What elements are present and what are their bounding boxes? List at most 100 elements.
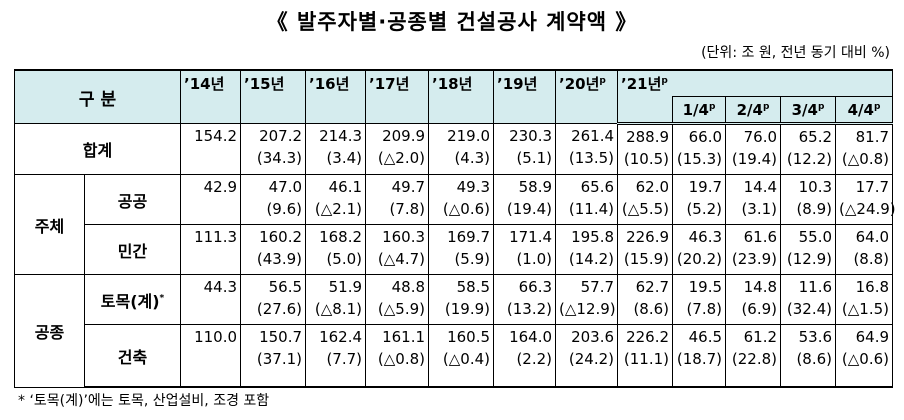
value: 160.2 (259, 228, 303, 246)
data-cell: 53.6 (8.6) (780, 324, 837, 388)
data-cell: 14.8 (6.9) (725, 274, 782, 325)
data-cell: 61.2 (22.8) (725, 324, 782, 388)
change: (43.9) (256, 250, 303, 268)
quarter-header: 2/4p (725, 96, 782, 125)
value: 49.7 (391, 178, 426, 196)
header-sup: p (708, 101, 716, 112)
data-cell: 48.8 (△5.9) (365, 274, 430, 325)
value: 66.3 (518, 278, 553, 296)
change: (△0.6) (841, 350, 890, 368)
change: (12.9) (786, 250, 833, 268)
data-cell: 81.7 (△0.8) (835, 123, 894, 175)
total-label: 합계 (13, 123, 182, 175)
row: 합계 154.2 207.2 (34.3) 214.3 (3.4) 209.9 (△2.0) 2… (13, 123, 894, 175)
change: (△0.8) (377, 350, 426, 368)
change: (△12.9) (559, 300, 616, 318)
value: 42.9 (203, 178, 238, 196)
data-cell: 14.4 (3.1) (725, 174, 782, 225)
data-cell: 65.2 (12.2) (780, 123, 837, 175)
header-text: ’15년 (244, 75, 285, 93)
data-cell: 17.7 (△24.9) (835, 174, 896, 225)
header-text: ’18년 (432, 75, 473, 93)
change: (3.1) (741, 200, 778, 218)
change: (8.6) (796, 350, 833, 368)
data-cell: 46.3 (20.2) (672, 224, 727, 275)
change: (△2.1) (314, 200, 363, 218)
value: 162.4 (319, 328, 363, 346)
value: 110.0 (194, 328, 238, 346)
change: (5.1) (516, 149, 553, 167)
data-cell: 207.2 (34.3) (240, 123, 307, 175)
change: (14.2) (568, 250, 615, 268)
quarter-header: 1/4p (672, 96, 727, 125)
change: (8.8) (853, 250, 890, 268)
value: 168.2 (319, 228, 363, 246)
data-cell: 66.0 (15.3) (672, 123, 727, 175)
change: (5.2) (686, 200, 723, 218)
data-cell: 288.9 (10.5) (617, 123, 674, 175)
change: (5.0) (326, 250, 363, 268)
data-cell: 160.3 (△4.7) (365, 224, 430, 275)
row-label-cell: 건축 (83, 324, 182, 388)
row-label: 민간 (117, 241, 148, 261)
change: (△2.0) (377, 149, 426, 167)
data-cell: 160.5 (△0.4) (428, 324, 495, 388)
change: (3.4) (326, 149, 363, 167)
value: 226.9 (626, 228, 670, 246)
header-text: 4/4 (847, 100, 874, 119)
change: (△5.5) (621, 200, 670, 218)
value: 16.8 (855, 278, 890, 296)
change: (34.3) (256, 149, 303, 167)
row-label: 공공 (117, 191, 148, 211)
footnote: * ‘토목(계)’에는 토목, 산업설비, 조경 포함 (18, 393, 270, 409)
row: 건축 110.0 150.7 (37.1) 162.4 (7.7) 161.1 (△0.8) 1… (15, 324, 894, 388)
value: 58.9 (518, 178, 553, 196)
value: 160.3 (382, 228, 426, 246)
corner: 구 분 (13, 69, 182, 124)
row: 공종 토목(계)* 44.3 56.5 (27.6) 51.9 (△8.1) 48.8 (△5.… (14, 274, 894, 388)
data-cell: 11.6 (32.4) (780, 274, 837, 325)
value: 46.1 (328, 178, 363, 196)
header-sup: p (873, 101, 881, 112)
row-label-cell: 토목(계)* (83, 274, 182, 325)
data-cell: 169.7 (5.9) (428, 224, 495, 275)
data-cell: 162.4 (7.7) (305, 324, 367, 388)
value: 17.7 (855, 178, 890, 196)
year-header: ’14년 (180, 69, 242, 124)
change: (18.7) (676, 350, 723, 368)
data-cell: 160.2 (43.9) (240, 224, 307, 275)
change: (△5.9) (377, 300, 426, 318)
value: 288.9 (626, 128, 670, 146)
row-label-cell: 민간 (83, 224, 182, 275)
data-cell: 10.3 (8.9) (780, 174, 837, 225)
data-cell: 44.3 (180, 274, 242, 325)
change: (19.9) (444, 300, 491, 318)
change: (8.6) (633, 300, 670, 318)
year-header: ’20년p (555, 69, 619, 124)
change: (24.2) (568, 350, 615, 368)
data-cell: 195.8 (14.2) (555, 224, 619, 275)
change: (△0.8) (841, 150, 890, 168)
data-cell: 42.9 (180, 174, 242, 225)
data-cell: 150.7 (37.1) (240, 324, 307, 388)
group-label: 주체 (14, 174, 85, 275)
group-label: 공종 (14, 274, 85, 388)
change: (△0.4) (442, 350, 491, 368)
value: 61.6 (743, 228, 778, 246)
row-label-cell: 공공 (83, 174, 182, 225)
header-text: 2/4 (736, 100, 763, 119)
change: (7.8) (389, 200, 426, 218)
data-cell: 58.5 (19.9) (428, 274, 495, 325)
empty-header (617, 96, 674, 125)
data-cell: 46.5 (18.7) (672, 324, 727, 388)
change: (2.2) (516, 350, 553, 368)
year-header: ’16년 (305, 69, 367, 124)
data-cell: 55.0 (12.9) (780, 224, 837, 275)
header-text: ’19년 (497, 75, 538, 93)
header-sup: p (762, 101, 770, 112)
quarter-header: 4/4p (835, 96, 894, 125)
value: 219.0 (447, 127, 491, 145)
value: 226.2 (626, 328, 670, 346)
value: 51.9 (328, 278, 363, 296)
